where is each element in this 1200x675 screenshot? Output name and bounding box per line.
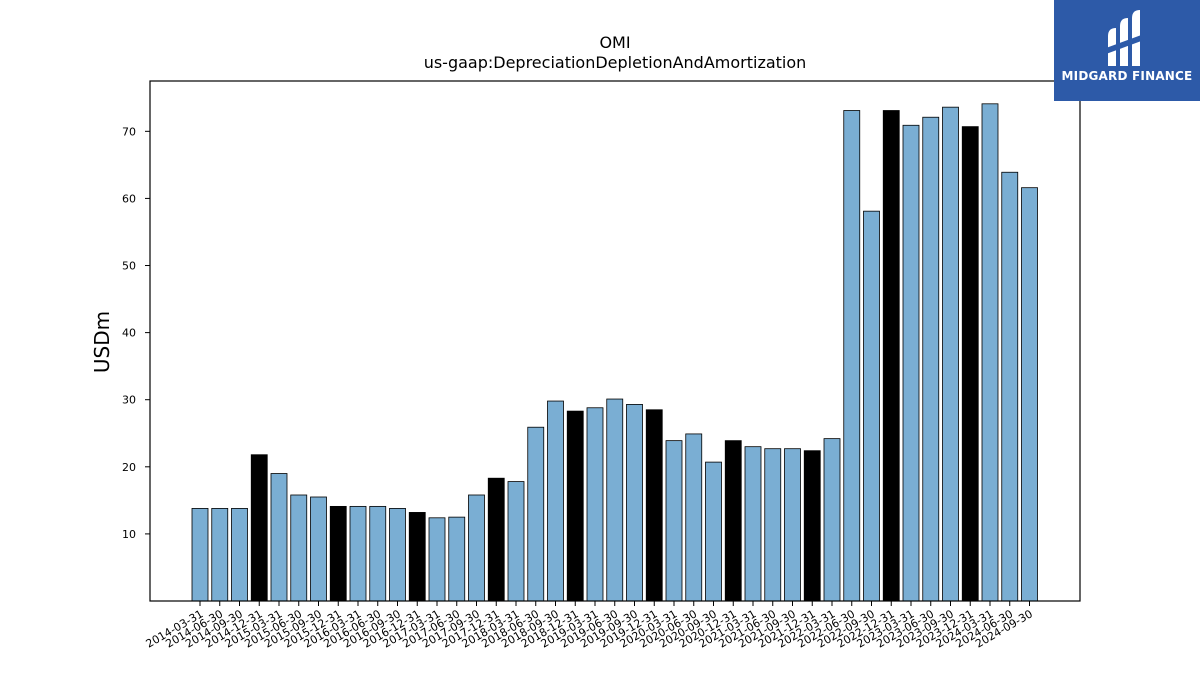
y-tick-label: 60 [122,192,136,205]
bar-2024-06-30 [1001,171,1019,602]
bar-2015-12-31 [329,505,347,602]
bar-2019-06-30 [606,398,624,602]
bar-2023-06-30 [922,116,940,602]
bar-2015-06-30 [290,494,308,602]
bar-2024-09-30 [1021,187,1038,602]
bar-2014-09-30 [231,508,248,602]
bar-2017-06-30 [448,516,466,602]
y-axis: 10 20 30 40 50 60 70 [122,125,150,541]
bar-2014-06-30 [211,508,229,602]
bar-2021-03-31 [744,446,762,602]
bar-2019-03-31 [586,407,604,602]
bar-2018-06-30 [527,426,545,602]
bar-2023-12-31 [961,126,979,602]
bar-2019-12-31 [645,409,663,602]
y-tick-label: 30 [122,394,136,407]
bar-2016-06-30 [369,505,387,602]
bar-2016-09-30 [389,508,406,602]
bar-2022-03-31 [823,438,841,602]
bar-2023-03-31 [902,124,920,602]
bar-2014-03-31 [191,508,209,602]
bar-2024-03-31 [981,103,999,602]
bar-2018-03-31 [507,481,525,602]
bar-2022-09-30 [863,210,880,602]
bar-2014-12-31 [250,454,268,602]
bar-2020-06-30 [685,433,703,602]
midgard-logo-mark-icon [1106,10,1144,66]
bar-2018-09-30 [547,400,564,602]
bar-2015-09-30 [310,496,327,602]
plot-area-frame [149,80,1081,602]
bar-2022-12-31 [882,110,900,602]
bar-2021-06-30 [764,448,782,602]
bar-2016-12-31 [408,512,426,602]
bars [191,103,1038,602]
bar-2021-12-31 [803,450,821,602]
bar-2020-12-31 [724,440,742,602]
bar-2017-09-30 [468,494,485,602]
y-tick-label: 70 [122,125,136,138]
bar-2019-09-30 [626,404,643,602]
bar-2017-12-31 [487,477,505,602]
bar-2022-06-30 [843,110,861,602]
bar-2023-09-30 [942,106,959,602]
bar-2021-09-30 [784,448,801,602]
y-tick-label: 50 [122,260,136,273]
chart-subtitle: us-gaap:DepreciationDepletionAndAmortiza… [424,53,807,72]
brand-logo: MIDGARD FINANCE [1054,0,1200,101]
bar-2015-03-31 [270,473,288,602]
bar-2020-09-30 [705,461,722,602]
bar-2020-03-31 [665,440,683,602]
y-tick-label: 40 [122,327,136,340]
bar-2017-03-31 [428,517,446,602]
brand-name: MIDGARD FINANCE [1061,69,1193,83]
bar-2016-03-31 [349,505,367,602]
y-tick-label: 10 [122,528,136,541]
bar-2018-12-31 [566,410,584,602]
y-tick-label: 20 [122,461,136,474]
x-axis: 2014-03-312014-06-302014-09-302014-12-31… [144,601,1035,651]
chart-title: OMI [599,33,630,52]
y-axis-label: USDm [90,311,114,373]
